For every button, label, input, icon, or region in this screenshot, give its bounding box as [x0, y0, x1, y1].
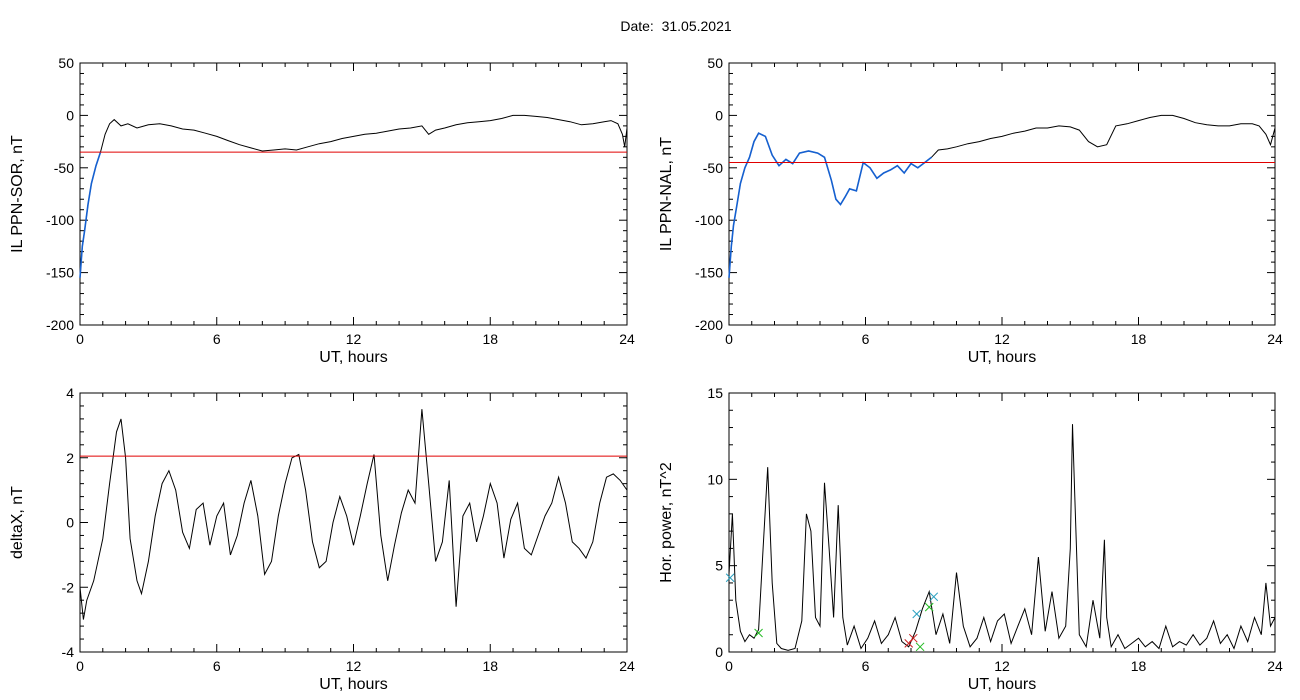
x-marker — [754, 628, 763, 638]
x-tick-label: 0 — [725, 658, 733, 674]
x-tick-label: 0 — [725, 331, 733, 347]
y-tick-label: -150 — [46, 265, 74, 281]
x-tick-label: 18 — [1131, 658, 1147, 674]
plot-frame — [728, 62, 1276, 326]
series-line — [79, 114, 628, 278]
plot-frame — [79, 62, 628, 326]
x-axis-label: UT, hours — [968, 676, 1036, 693]
x-marker — [929, 592, 939, 602]
x-tick-label: 24 — [1267, 658, 1283, 674]
x-tick-label: 6 — [862, 331, 870, 347]
x-tick-label: 0 — [76, 331, 84, 347]
y-tick-label: 4 — [66, 385, 74, 401]
x-tick-label: 24 — [619, 331, 635, 347]
x-tick-label: 18 — [1131, 331, 1147, 347]
y-tick-label: -200 — [695, 317, 723, 333]
x-tick-label: 6 — [213, 331, 221, 347]
highlight-segment — [79, 151, 102, 278]
y-tick-label: -100 — [46, 212, 74, 228]
x-marker-stroke — [929, 592, 939, 602]
x-marker-stroke — [725, 573, 735, 583]
y-axis-label: Hor. power, nT^2 — [658, 462, 675, 583]
x-marker — [924, 602, 934, 612]
series-line — [728, 424, 1276, 651]
y-tick-label: 5 — [715, 558, 723, 574]
y-tick-label: -50 — [54, 160, 74, 176]
x-tick-label: 18 — [482, 658, 498, 674]
y-tick-label: 10 — [707, 471, 723, 487]
y-tick-label: 15 — [707, 385, 723, 401]
x-marker-stroke — [908, 633, 918, 643]
x-tick-label: 24 — [1267, 331, 1283, 347]
y-tick-label: -150 — [695, 265, 723, 281]
plot-frame — [728, 392, 1276, 653]
x-tick-label: 12 — [994, 658, 1010, 674]
x-marker — [912, 609, 922, 619]
y-axis-label: deltaX, nT — [9, 486, 26, 559]
x-tick-label: 18 — [482, 331, 498, 347]
figure-title: Date: 31.05.2021 — [0, 18, 1300, 34]
y-tick-label: 50 — [707, 55, 723, 71]
x-axis-label: UT, hours — [968, 349, 1036, 366]
y-tick-label: -4 — [62, 644, 75, 660]
y-tick-label: -2 — [62, 579, 75, 595]
series-line — [79, 409, 628, 620]
plot-frame — [79, 392, 628, 653]
x-tick-label: 12 — [346, 331, 362, 347]
x-marker — [908, 633, 918, 643]
chart-panel-4: 0 6 12 18 24 15 10 5 0 UT, hours Hor. power, nT^2 — [658, 385, 1283, 693]
y-axis-label: IL PPN-NAL, nT — [658, 137, 675, 251]
y-tick-label: 0 — [66, 107, 74, 123]
y-tick-label: 0 — [66, 515, 74, 531]
y-tick-label: -100 — [695, 212, 723, 228]
chart-panel-1: 0 6 12 18 24 50 0 -50 -100 -150 -200 UT, hours IL PP… — [9, 55, 635, 366]
y-tick-label: 0 — [715, 107, 723, 123]
x-marker-stroke — [754, 628, 763, 638]
y-tick-label: 50 — [58, 55, 74, 71]
x-marker-stroke — [924, 602, 934, 612]
x-tick-label: 12 — [994, 331, 1010, 347]
y-tick-label: -50 — [703, 160, 723, 176]
chart-panel-2: 0 6 12 18 24 50 0 -50 -100 -150 -200 UT, hours IL PP… — [658, 55, 1283, 366]
y-tick-label: -200 — [46, 317, 74, 333]
x-marker-stroke — [915, 642, 925, 652]
x-tick-label: 12 — [346, 658, 362, 674]
figure-title-label: Date: — [620, 18, 654, 34]
y-tick-label: 2 — [66, 450, 74, 466]
highlight-segment — [728, 132, 932, 278]
x-tick-label: 6 — [213, 658, 221, 674]
x-axis-label: UT, hours — [319, 349, 387, 366]
x-tick-label: 6 — [862, 658, 870, 674]
x-tick-label: 24 — [619, 658, 635, 674]
y-axis-label: IL PPN-SOR, nT — [9, 135, 26, 253]
series-line — [728, 114, 1276, 278]
y-tick-label: 0 — [715, 644, 723, 660]
x-tick-label: 0 — [76, 658, 84, 674]
x-axis-label: UT, hours — [319, 676, 387, 693]
x-marker — [915, 642, 925, 652]
x-marker-stroke — [912, 609, 922, 619]
figure-title-date: 31.05.2021 — [661, 18, 732, 34]
x-marker — [725, 573, 735, 583]
chart-panel-3: 0 6 12 18 24 4 2 0 -2 -4 UT, hours deltaX, nT — [9, 385, 635, 693]
